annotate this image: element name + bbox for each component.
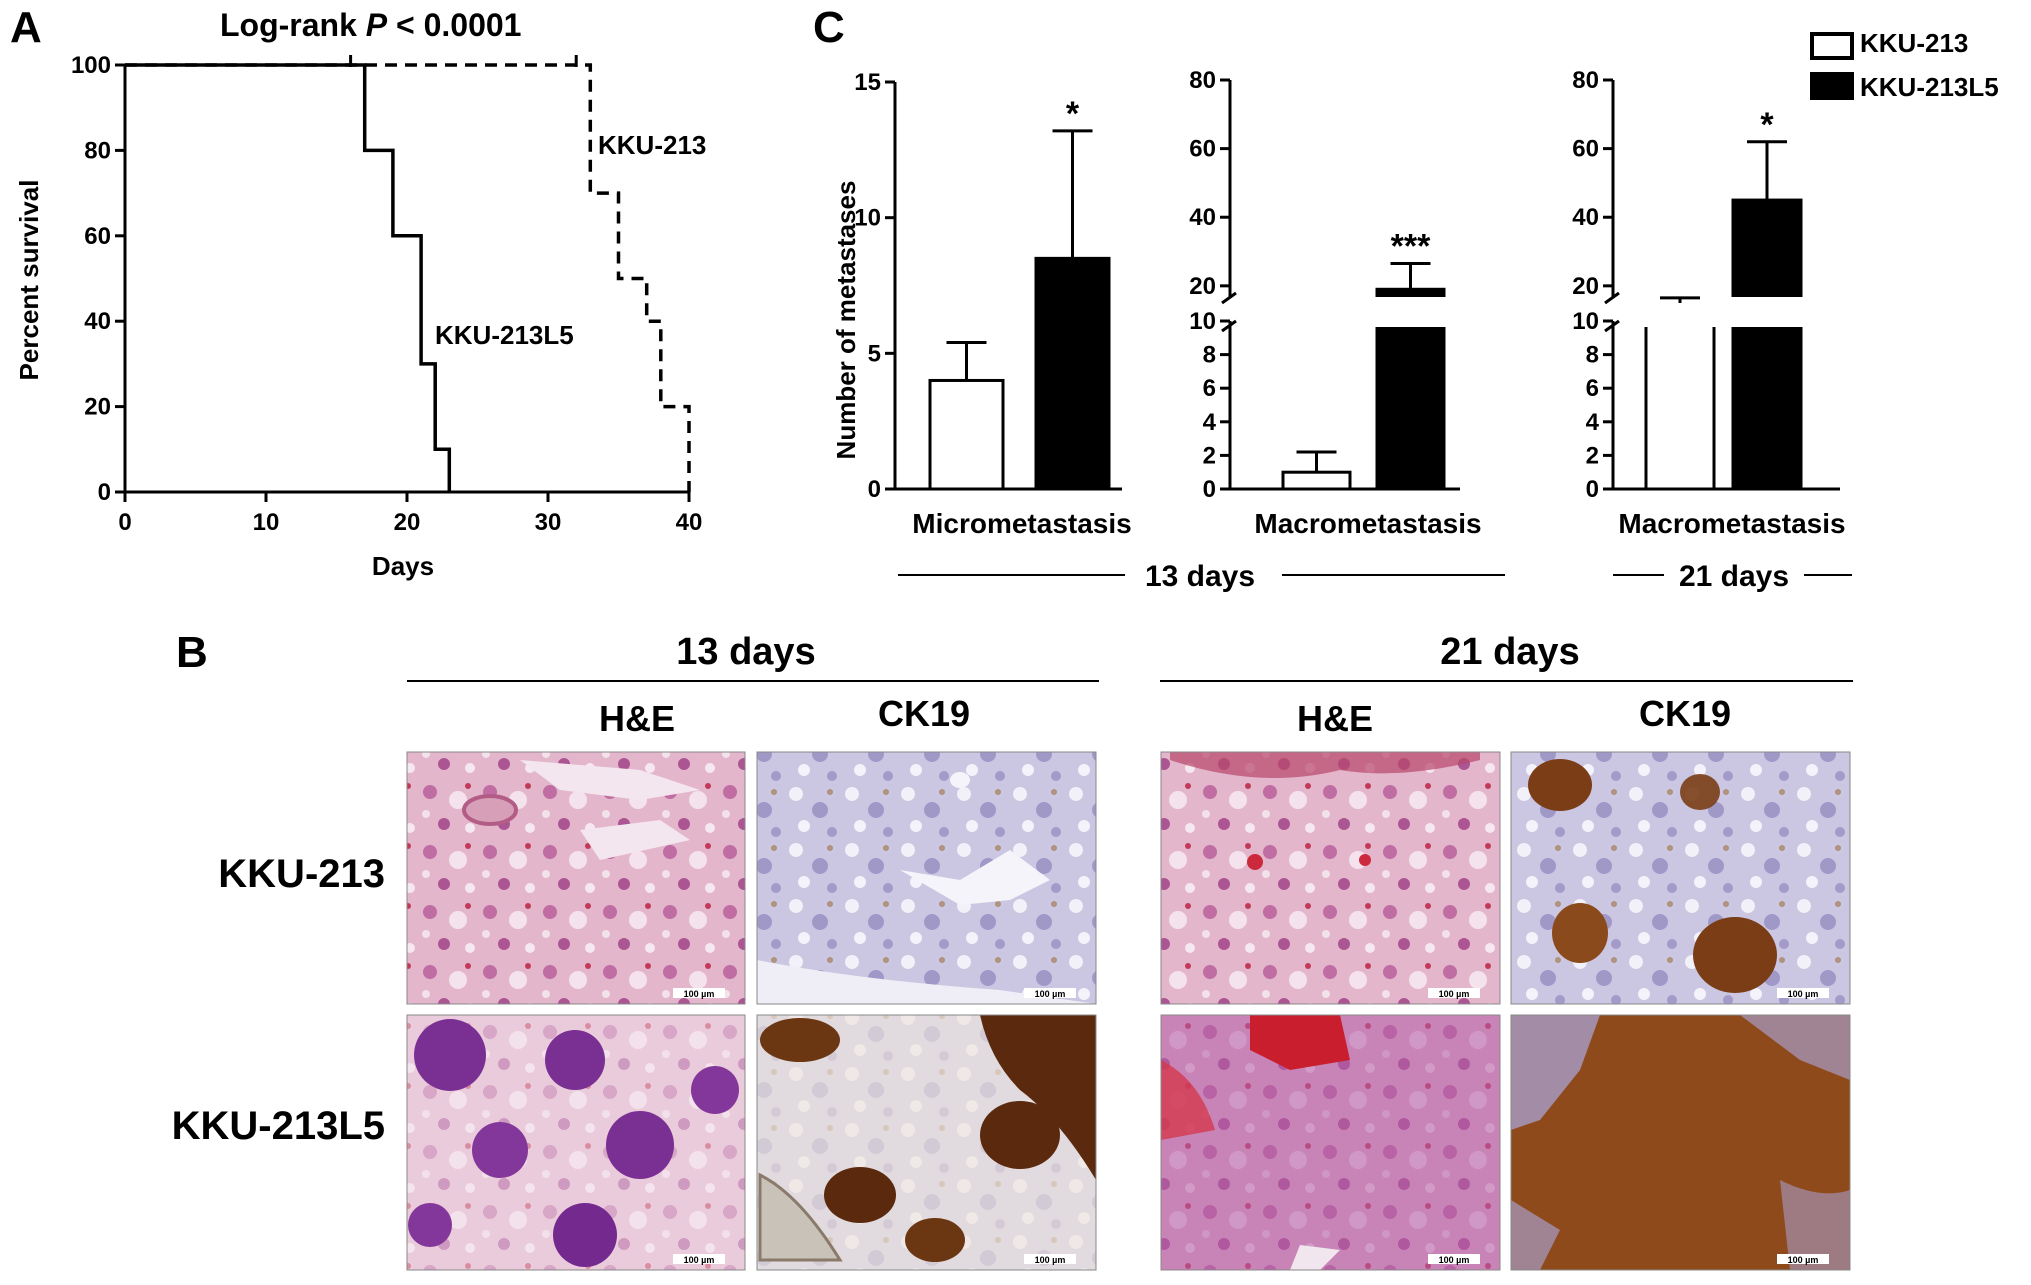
panel-label-b: B: [176, 628, 208, 677]
scalebar-label: 100 µm: [1788, 1255, 1819, 1265]
bar-y-tick-label: 15: [854, 69, 881, 96]
bar-kku-213: [1281, 470, 1352, 491]
scalebar-label: 100 µm: [684, 1255, 715, 1265]
axis-break-mark: [1221, 319, 1237, 333]
km-x-tick-label: 30: [535, 509, 562, 536]
bar-chart-micrometastasis: 0 5 10 15 *: [854, 69, 1122, 503]
significance-marker: *: [1066, 95, 1080, 133]
km-y-tick-label: 0: [98, 479, 111, 506]
bar-y-tick-label: 6: [1586, 375, 1599, 402]
time-label-13: 13 days: [1145, 560, 1255, 593]
km-y-axis-title: Percent survival: [14, 180, 44, 381]
c3-x-label: Macrometastasis: [1618, 508, 1845, 539]
bar-y-tick-label: 20: [1572, 273, 1599, 300]
header-13-days: 13 days: [676, 631, 815, 673]
bar-y-tick-label: 80: [1189, 67, 1216, 94]
bar-y-tick-label: 40: [1189, 204, 1216, 231]
bar-chart-macrometastasis-21d: 0 2 4 6 8 10 20 40 60 80 *: [1572, 67, 1840, 503]
km-x-tick-label: 10: [253, 509, 280, 536]
km-label-kku213l5: KKU-213L5: [435, 320, 574, 350]
km-curve-kku-213: [125, 63, 691, 492]
axis-break-mark: [1221, 291, 1237, 305]
bar-kku-213: [928, 378, 1005, 491]
bar-kku-213: [1644, 301, 1716, 491]
micrograph-kku213l5-13d-ck19: 100 µm: [756, 1014, 1097, 1271]
bar-y-tick-label: 0: [868, 476, 881, 503]
bar-y-tick-label: 10: [854, 205, 881, 232]
bar-y-tick-label: 2: [1203, 442, 1216, 469]
km-y-tick-label: 60: [84, 223, 111, 250]
bar-kku-213l5: [1034, 256, 1111, 491]
c-y-axis-title: Number of metastases: [831, 181, 861, 460]
micrograph-kku213-21d-he: 100 µm: [1160, 751, 1501, 1005]
bar-kku-213l5: [1731, 198, 1803, 491]
km-x-tick-label: 40: [676, 509, 703, 536]
significance-marker: *: [1760, 106, 1774, 144]
scalebar-label: 100 µm: [1035, 1255, 1066, 1265]
km-y-tick-label: 100: [71, 52, 111, 79]
bar-y-tick-label: 8: [1586, 342, 1599, 369]
c2-x-label: Macrometastasis: [1254, 508, 1481, 539]
bar-y-tick-label: 4: [1586, 409, 1600, 436]
bar-y-tick-label: 60: [1189, 136, 1216, 163]
axis-break-mark: [1604, 291, 1620, 305]
bar-y-tick-label: 4: [1203, 409, 1217, 436]
km-label-kku213: KKU-213: [598, 130, 706, 160]
km-plot: 0 20 40 60 80 100 0 10 20 30 40: [71, 52, 702, 536]
legend: KKU-213 KKU-213L5: [1810, 28, 1999, 102]
legend-swatch-kku213: [1810, 32, 1854, 60]
stain-label-ck19-21: CK19: [1639, 693, 1731, 734]
stain-label-ck19-13: CK19: [878, 693, 970, 734]
legend-label-kku213: KKU-213: [1860, 28, 1968, 58]
stain-label-he-21: H&E: [1297, 698, 1373, 739]
bar-y-tick-label: 20: [1189, 273, 1216, 300]
axis-break-mark: [1604, 319, 1620, 333]
row-label-kku213l5: KKU-213L5: [172, 1104, 385, 1148]
bar-y-tick-label: 0: [1203, 476, 1216, 503]
row-label-kku213: KKU-213: [218, 852, 385, 896]
bar-chart-macrometastasis-13d: 0 2 4 6 8 10 20 40 60 80 ***: [1189, 67, 1460, 503]
micrograph-kku213l5-13d-he: 100 µm: [406, 1014, 746, 1271]
panel-label-c: C: [813, 3, 845, 52]
scalebar-label: 100 µm: [1035, 989, 1066, 999]
bar-break-gap: [1374, 297, 1447, 327]
micrograph-kku213-13d-he: 100 µm: [406, 751, 746, 1005]
bar-y-tick-label: 10: [1189, 308, 1216, 335]
scalebar-label: 100 µm: [684, 989, 715, 999]
bar-y-tick-label: 40: [1572, 204, 1599, 231]
km-y-tick-label: 20: [84, 394, 111, 421]
bar-y-tick-label: 10: [1572, 308, 1599, 335]
scalebar-label: 100 µm: [1439, 989, 1470, 999]
legend-swatch-kku213l5: [1810, 72, 1854, 100]
micrograph-kku213-21d-ck19: 100 µm: [1510, 751, 1851, 1005]
c1-x-label: Micrometastasis: [912, 508, 1131, 539]
km-y-tick-label: 80: [84, 137, 111, 164]
bar-y-tick-label: 5: [868, 340, 881, 367]
micrograph-kku213l5-21d-he: 100 µm: [1160, 1014, 1501, 1271]
bar-y-tick-label: 80: [1572, 67, 1599, 94]
legend-label-kku213l5: KKU-213L5: [1860, 72, 1999, 102]
km-title: Log-rank P < 0.0001: [220, 7, 521, 43]
km-x-tick-label: 0: [118, 509, 131, 536]
time-label-21: 21 days: [1679, 560, 1789, 593]
stain-label-he-13: H&E: [599, 698, 675, 739]
micrograph-kku213l5-21d-ck19: 100 µm: [1510, 1014, 1851, 1271]
bar-break-gap: [1730, 297, 1804, 327]
km-x-axis-title: Days: [372, 551, 434, 581]
scalebar-label: 100 µm: [1788, 989, 1819, 999]
km-x-tick-label: 20: [394, 509, 421, 536]
bar-y-tick-label: 6: [1203, 375, 1216, 402]
significance-marker: ***: [1391, 228, 1431, 266]
scalebar-label: 100 µm: [1439, 1255, 1470, 1265]
header-21-days: 21 days: [1440, 631, 1579, 673]
bar-y-tick-label: 60: [1572, 136, 1599, 163]
bar-y-tick-label: 0: [1586, 476, 1599, 503]
km-curve-kku-213l5: [125, 63, 452, 492]
panel-label-a: A: [10, 3, 42, 52]
km-y-tick-label: 40: [84, 308, 111, 335]
micrograph-kku213-13d-ck19: 100 µm: [756, 751, 1097, 1005]
bar-y-tick-label: 2: [1586, 442, 1599, 469]
bar-y-tick-label: 8: [1203, 342, 1216, 369]
